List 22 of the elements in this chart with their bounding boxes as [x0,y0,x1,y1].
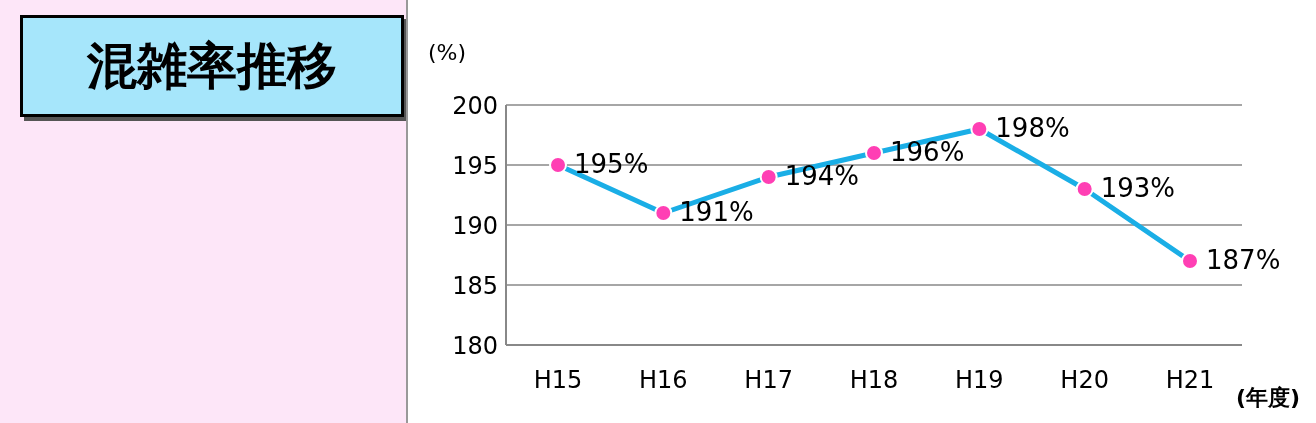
y-tick-label: 195 [452,151,498,180]
y-tick-label: 185 [452,271,498,300]
y-tick-label: 180 [452,331,498,360]
data-label: 187% [1206,245,1281,275]
x-tick-label: H21 [1165,366,1215,395]
x-tick-label: H15 [533,366,583,395]
x-tick-label: H19 [955,366,1004,395]
data-label: 198% [995,113,1070,143]
data-label: 194% [784,161,860,191]
x-tick-label: H17 [744,366,793,395]
y-tick-label: 200 [452,91,498,120]
data-label: 195% [574,149,649,179]
x-tick-label: H20 [1060,366,1109,395]
x-tick-label: H18 [849,366,899,395]
data-label: 191% [679,197,754,227]
y-tick-label: 190 [452,211,498,240]
data-label: 196% [890,137,965,167]
y-axis-title: (%) [428,40,467,65]
x-axis-title: (年度) [1236,384,1301,412]
data-label: 193% [1100,173,1176,203]
x-tick-label: H16 [639,366,688,395]
chart-title: 混雑率推移 [20,15,404,117]
